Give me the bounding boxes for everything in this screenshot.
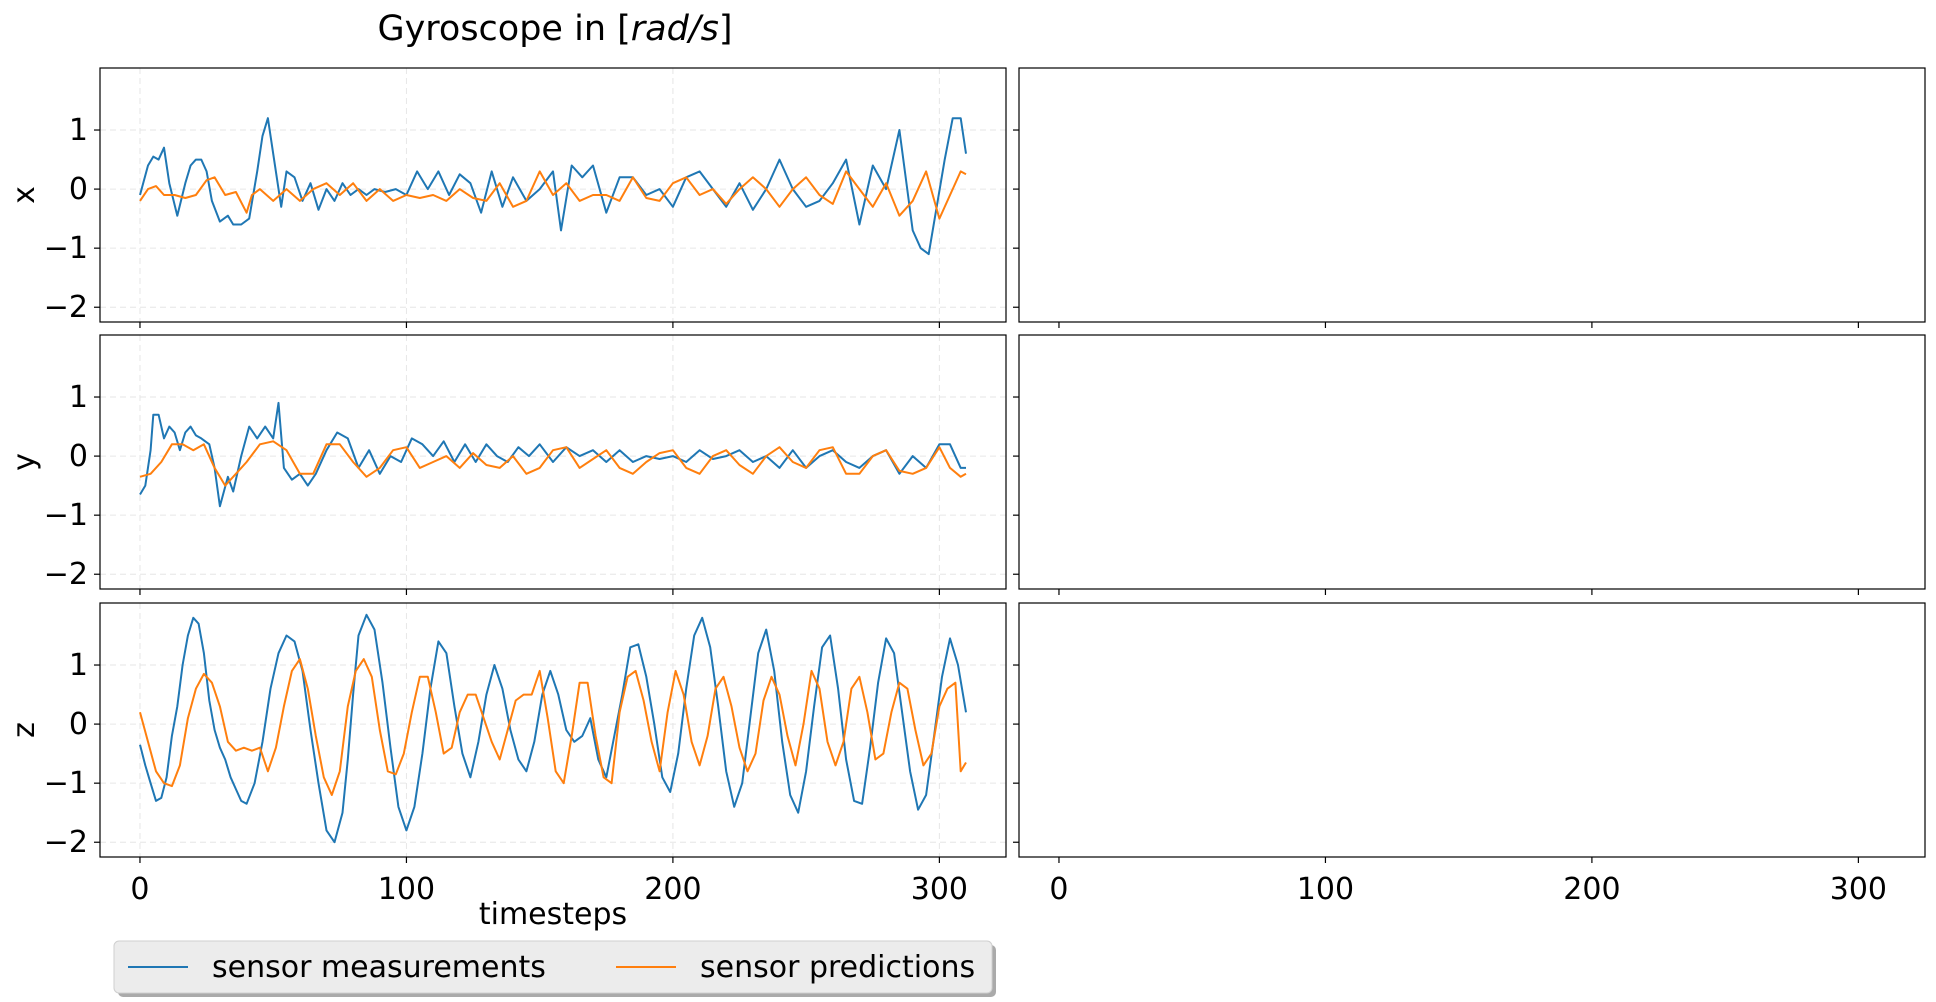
- y-tick-label: −2: [44, 825, 88, 860]
- panel-z: 1 0 −1 −2 0 0 100 100 200 200 300 300 z: [7, 602, 1926, 907]
- y-tick-label: −1: [44, 231, 88, 266]
- axes-frame: [99, 602, 1007, 858]
- x-tick-label: 200: [644, 872, 701, 907]
- y-axis-label: x: [7, 186, 42, 204]
- y-tick-label: −2: [44, 290, 88, 325]
- y-axis-label: y: [7, 453, 42, 471]
- series-line-sensor-measurements: [139, 613, 967, 844]
- legend-label: sensor predictions: [700, 950, 975, 985]
- y-tick-label: 1: [69, 113, 88, 148]
- y-axis-label: z: [7, 722, 42, 738]
- axes-frame: [99, 334, 1007, 590]
- y-tick-label: 1: [69, 648, 88, 683]
- empty-axes-frame: [1018, 334, 1926, 590]
- legend-label: sensor measurements: [212, 950, 546, 985]
- series-line-sensor-measurements: [139, 401, 966, 508]
- panels: 1 0 −1 −2 x 1 0 −1 −2 y 1 0 −1 −2 0 0 100 100 200 200 300 300…: [7, 67, 1926, 907]
- x-tick-label: 100: [1297, 872, 1354, 907]
- x-tick-label: 200: [1563, 872, 1620, 907]
- series-line-sensor-predictions: [139, 440, 967, 487]
- x-tick-label: 300: [911, 872, 968, 907]
- y-tick-label: −1: [44, 766, 88, 801]
- panel-x: 1 0 −1 −2 x: [7, 67, 1926, 328]
- axes-frame: [99, 67, 1007, 323]
- empty-axes-frame: [1018, 602, 1926, 858]
- x-tick-label: 300: [1830, 872, 1887, 907]
- series-line-sensor-predictions: [139, 170, 967, 220]
- y-tick-label: 0: [69, 439, 88, 474]
- x-tick-label: 0: [130, 872, 149, 907]
- x-tick-label: 0: [1049, 872, 1068, 907]
- series-line-sensor-measurements: [139, 117, 967, 256]
- x-tick-label: 100: [378, 872, 435, 907]
- y-tick-label: 1: [69, 380, 88, 415]
- legend: sensor measurements sensor predictions: [113, 940, 996, 997]
- y-tick-label: −1: [44, 498, 88, 533]
- x-axis-label: timesteps: [479, 897, 627, 932]
- empty-axes-frame: [1018, 67, 1926, 323]
- y-tick-label: 0: [69, 172, 88, 207]
- y-tick-label: 0: [69, 707, 88, 742]
- legend-box: [113, 940, 993, 994]
- series-line-sensor-predictions: [139, 658, 967, 796]
- panel-y: 1 0 −1 −2 y: [7, 334, 1926, 595]
- y-tick-label: −2: [44, 557, 88, 592]
- figure-title: Gyroscope in [rad/s]: [377, 9, 732, 49]
